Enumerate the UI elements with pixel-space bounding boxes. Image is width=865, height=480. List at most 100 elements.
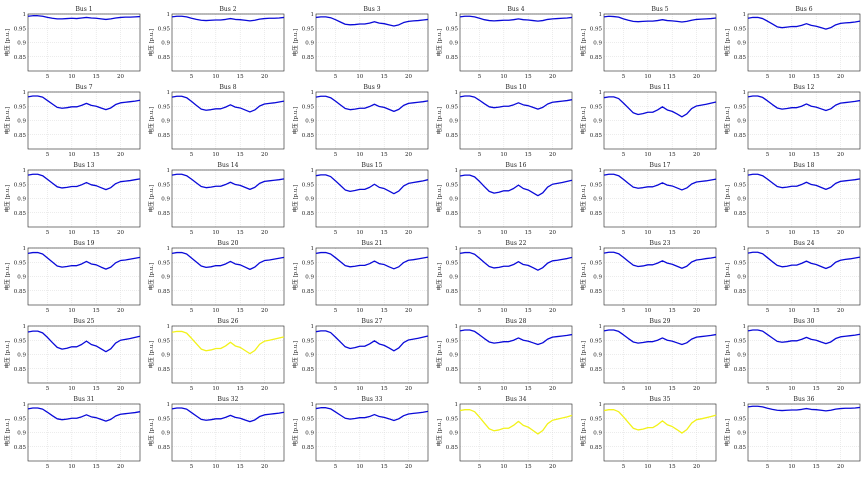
panel-svg: 5 10 15 20 0.85 0.9 0.95 1 Bus 36 电压 [p.u.] <box>723 396 861 470</box>
y-tick-label: 0.95 <box>14 104 27 110</box>
y-tick-label: 0.9 <box>17 119 26 125</box>
y-tick-label: 0.95 <box>14 182 27 188</box>
chart-panel: 5 10 15 20 0.85 0.9 0.95 1 Bus 31 电压 [p.u.] <box>3 394 148 474</box>
x-tick-label: 5 <box>190 152 194 158</box>
x-tick-label: 10 <box>212 152 219 158</box>
series-line <box>171 251 285 271</box>
axes-frame <box>27 325 141 384</box>
x-tick-label: 5 <box>334 464 338 470</box>
y-axis-label: 电压 [p.u.] <box>579 341 587 369</box>
y-axis-label: 电压 [p.u.] <box>579 29 587 57</box>
chart-panel: 5 10 15 20 0.85 0.9 0.95 1 Bus 1 电压 [p.u.] <box>3 4 148 84</box>
series-line <box>747 16 861 30</box>
x-tick-label: 5 <box>766 152 770 158</box>
y-tick-label: 1 <box>743 324 747 330</box>
y-tick-label: 0.9 <box>593 197 602 203</box>
series-line <box>315 16 429 27</box>
y-tick-label: 1 <box>599 168 603 174</box>
y-tick-label: 1 <box>743 402 747 408</box>
axes-frame <box>747 403 861 462</box>
axes-frame <box>171 91 285 150</box>
panel-svg: 5 10 15 20 0.85 0.9 0.95 1 Bus 14 电压 [p.u.] <box>147 162 285 236</box>
x-tick-label: 10 <box>212 230 219 236</box>
axes-frame <box>747 13 861 72</box>
panel-svg: 5 10 15 20 0.85 0.9 0.95 1 Bus 7 电压 [p.u.] <box>3 84 141 158</box>
panel-title: Bus 36 <box>794 396 815 403</box>
x-tick-label: 5 <box>766 386 770 392</box>
y-tick-label: 0.85 <box>302 445 315 451</box>
y-tick-label: 0.9 <box>449 197 458 203</box>
y-tick-label: 0.9 <box>449 431 458 437</box>
axes-frame <box>315 91 429 150</box>
x-tick-label: 5 <box>190 74 194 80</box>
panel-svg: 5 10 15 20 0.85 0.9 0.95 1 Bus 32 电压 [p.u.] <box>147 396 285 470</box>
x-tick-label: 15 <box>93 74 100 80</box>
x-tick-label: 5 <box>622 74 626 80</box>
x-tick-label: 10 <box>644 386 651 392</box>
y-axis-label: 电压 [p.u.] <box>579 419 587 447</box>
panel-svg: 5 10 15 20 0.85 0.9 0.95 1 Bus 12 电压 [p.u.] <box>723 84 861 158</box>
x-tick-label: 5 <box>46 152 50 158</box>
x-tick-label: 5 <box>190 230 194 236</box>
y-tick-label: 0.85 <box>734 367 747 373</box>
axes-frame <box>747 169 861 228</box>
y-tick-label: 0.85 <box>302 367 315 373</box>
y-axis-label: 电压 [p.u.] <box>147 419 155 447</box>
chart-panel: 5 10 15 20 0.85 0.9 0.95 1 Bus 30 电压 [p.u.] <box>723 316 865 396</box>
series-line-highlight <box>603 409 717 434</box>
y-axis-label: 电压 [p.u.] <box>291 419 299 447</box>
x-tick-label: 20 <box>261 74 268 80</box>
panel-svg: 5 10 15 20 0.85 0.9 0.95 1 Bus 6 电压 [p.u.] <box>723 6 861 80</box>
y-tick-label: 0.85 <box>158 367 171 373</box>
y-axis-label: 电压 [p.u.] <box>291 185 299 213</box>
y-tick-label: 0.95 <box>446 416 459 422</box>
x-tick-label: 20 <box>549 464 556 470</box>
panel-title: Bus 2 <box>219 6 236 13</box>
x-tick-label: 15 <box>669 152 676 158</box>
chart-panel: 5 10 15 20 0.85 0.9 0.95 1 Bus 26 电压 [p.u.] <box>147 316 292 396</box>
x-tick-label: 15 <box>813 464 820 470</box>
series-line <box>747 95 861 112</box>
y-tick-label: 0.95 <box>158 104 171 110</box>
y-tick-label: 0.85 <box>14 133 27 139</box>
x-tick-label: 10 <box>644 152 651 158</box>
x-tick-label: 15 <box>237 230 244 236</box>
y-tick-label: 0.9 <box>305 353 314 359</box>
x-tick-label: 15 <box>381 464 388 470</box>
axes-frame <box>747 325 861 384</box>
chart-panel: 5 10 15 20 0.85 0.9 0.95 1 Bus 25 电压 [p.u.] <box>3 316 148 396</box>
y-tick-label: 0.9 <box>305 431 314 437</box>
x-tick-label: 15 <box>237 386 244 392</box>
x-tick-label: 15 <box>93 386 100 392</box>
y-axis-label: 电压 [p.u.] <box>291 263 299 291</box>
panel-svg: 5 10 15 20 0.85 0.9 0.95 1 Bus 30 电压 [p.u.] <box>723 318 861 392</box>
chart-panel: 5 10 15 20 0.85 0.9 0.95 1 Bus 18 电压 [p.u.] <box>723 160 865 240</box>
y-tick-label: 0.85 <box>158 133 171 139</box>
panel-title: Bus 31 <box>74 396 95 403</box>
y-tick-label: 0.95 <box>302 338 315 344</box>
chart-panel: 5 10 15 20 0.85 0.9 0.95 1 Bus 14 电压 [p.u.] <box>147 160 292 240</box>
chart-panel: 5 10 15 20 0.85 0.9 0.95 1 Bus 13 电压 [p.u.] <box>3 160 148 240</box>
x-tick-label: 15 <box>669 464 676 470</box>
panel-svg: 5 10 15 20 0.85 0.9 0.95 1 Bus 23 电压 [p.u.] <box>579 240 717 314</box>
panel-svg: 5 10 15 20 0.85 0.9 0.95 1 Bus 26 电压 [p.u.] <box>147 318 285 392</box>
x-tick-label: 20 <box>693 308 700 314</box>
y-tick-label: 1 <box>23 168 27 174</box>
chart-panel: 5 10 15 20 0.85 0.9 0.95 1 Bus 12 电压 [p.u.] <box>723 82 865 162</box>
y-tick-label: 0.85 <box>734 445 747 451</box>
y-tick-label: 0.85 <box>590 367 603 373</box>
y-tick-label: 0.9 <box>305 275 314 281</box>
x-tick-label: 20 <box>405 464 412 470</box>
y-tick-label: 0.9 <box>449 41 458 47</box>
x-tick-label: 10 <box>500 308 507 314</box>
x-tick-label: 10 <box>644 230 651 236</box>
y-tick-label: 0.85 <box>158 289 171 295</box>
y-tick-label: 0.95 <box>590 338 603 344</box>
x-tick-label: 5 <box>46 464 50 470</box>
y-axis-label: 电压 [p.u.] <box>291 107 299 135</box>
x-tick-label: 10 <box>788 230 795 236</box>
panel-svg: 5 10 15 20 0.85 0.9 0.95 1 Bus 2 电压 [p.u.] <box>147 6 285 80</box>
axes-frame <box>171 325 285 384</box>
x-tick-label: 5 <box>46 74 50 80</box>
series-line <box>171 95 285 113</box>
